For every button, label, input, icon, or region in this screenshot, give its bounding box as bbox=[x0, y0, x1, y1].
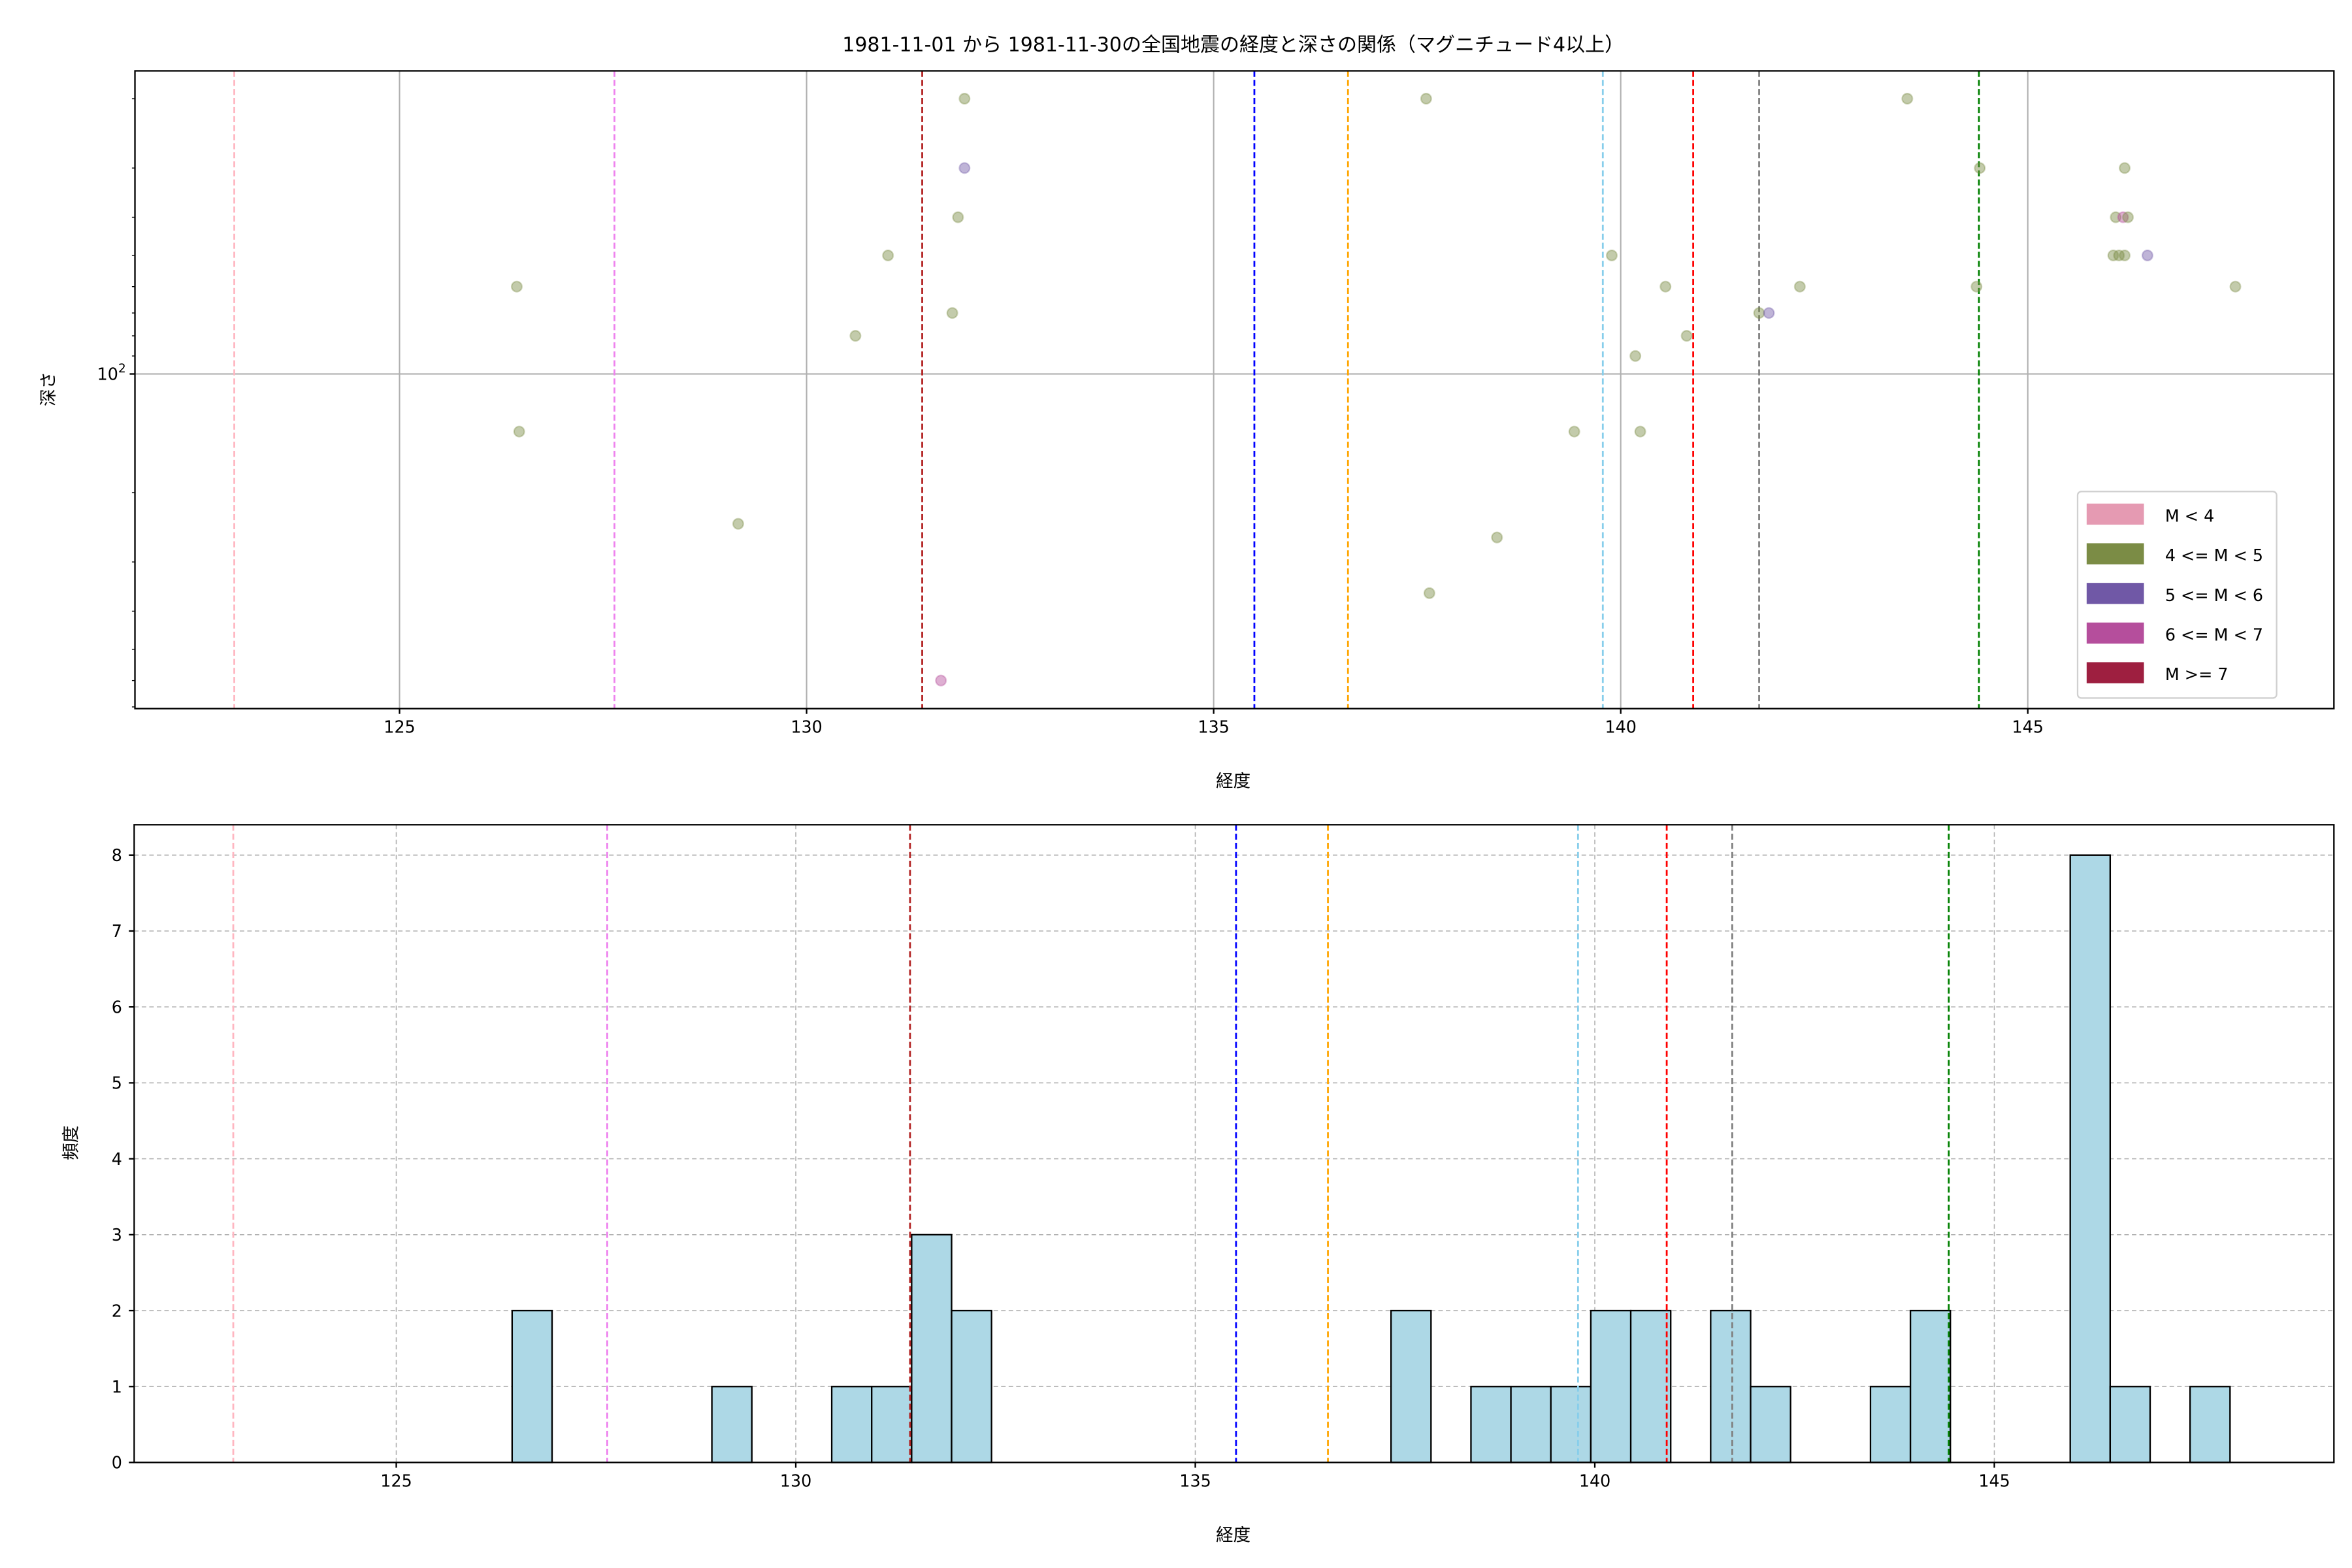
data-point bbox=[2119, 162, 2131, 174]
histogram-bar bbox=[1909, 1309, 1952, 1463]
chart-title: 1981-11-01 から 1981-11-30の全国地震の経度と深さの関係（マ… bbox=[842, 33, 1624, 56]
legend-label: M < 4 bbox=[2165, 506, 2214, 525]
data-point bbox=[2119, 249, 2131, 261]
data-point bbox=[2113, 249, 2125, 261]
data-point bbox=[1793, 280, 1806, 293]
y-tick-label: 7 bbox=[112, 921, 122, 941]
x-tick-label: 140 bbox=[1605, 717, 1636, 737]
data-point bbox=[882, 249, 894, 261]
data-point bbox=[1423, 587, 1435, 599]
legend-box bbox=[2076, 491, 2278, 699]
top-y-axis-label: 深さ bbox=[39, 372, 59, 406]
histogram-bar bbox=[2069, 854, 2112, 1463]
data-point bbox=[1763, 307, 1775, 319]
data-point bbox=[1568, 425, 1580, 438]
data-point bbox=[732, 517, 744, 530]
histogram-bar bbox=[911, 1233, 953, 1463]
histogram-bar bbox=[1550, 1386, 1592, 1463]
histogram-bar bbox=[1750, 1386, 1791, 1463]
legend-label: M >= 7 bbox=[2165, 664, 2229, 684]
data-point bbox=[1901, 93, 1914, 105]
data-point bbox=[1974, 162, 1986, 174]
histogram-bar bbox=[1590, 1309, 1632, 1463]
legend-swatch bbox=[2086, 622, 2144, 644]
x-tick-label: 130 bbox=[791, 717, 822, 737]
histogram-bar bbox=[1470, 1386, 1512, 1463]
data-point bbox=[2122, 211, 2134, 223]
y-tick-label: 0 bbox=[112, 1453, 122, 1473]
data-point bbox=[952, 211, 964, 223]
data-point bbox=[958, 93, 971, 105]
data-point bbox=[1605, 249, 1618, 261]
data-point bbox=[1634, 425, 1646, 438]
legend-label: 5 <= M < 6 bbox=[2165, 585, 2263, 605]
legend-swatch bbox=[2086, 503, 2144, 525]
y-tick-label: 6 bbox=[112, 997, 122, 1017]
bottom-x-axis-label: 経度 bbox=[1216, 1525, 1250, 1545]
data-point bbox=[958, 162, 971, 174]
y-tick-label: 2 bbox=[112, 1301, 122, 1320]
data-point bbox=[1420, 93, 1432, 105]
bottom-y-axis-label: 頻度 bbox=[61, 1126, 82, 1160]
data-point bbox=[2117, 211, 2129, 223]
histogram-bar bbox=[1710, 1309, 1752, 1463]
x-tick-label: 135 bbox=[1198, 717, 1229, 737]
histogram-bar bbox=[2189, 1386, 2231, 1463]
x-tick-label: 135 bbox=[1179, 1471, 1211, 1490]
data-point bbox=[2229, 280, 2242, 293]
data-point bbox=[2110, 211, 2122, 223]
x-tick-label: 140 bbox=[1579, 1471, 1610, 1490]
histogram-bar bbox=[1510, 1386, 1552, 1463]
data-point bbox=[2141, 249, 2153, 261]
data-point bbox=[1753, 307, 1765, 319]
histogram-bar bbox=[1869, 1386, 1912, 1463]
plot-frame bbox=[133, 824, 2335, 1463]
y-tick-label: 3 bbox=[112, 1225, 122, 1245]
y-tick-label: 4 bbox=[112, 1149, 122, 1169]
x-tick-label: 125 bbox=[384, 717, 415, 737]
y-tick-label: 102 bbox=[97, 362, 126, 384]
x-tick-label: 125 bbox=[380, 1471, 412, 1490]
histogram-bar bbox=[711, 1386, 753, 1463]
data-point bbox=[1680, 330, 1693, 342]
histogram-bar bbox=[1390, 1309, 1432, 1463]
data-point bbox=[1970, 280, 1983, 293]
data-point bbox=[1491, 531, 1503, 544]
y-tick-label: 5 bbox=[112, 1073, 122, 1093]
legend-swatch bbox=[2086, 662, 2144, 683]
data-point bbox=[946, 307, 958, 319]
data-point bbox=[513, 425, 525, 438]
histogram-axes: 125 130 135 140 145 0 1 2 3 4 5 6 7 8 bbox=[112, 824, 2335, 1490]
legend-swatch bbox=[2086, 543, 2144, 564]
x-tick-label: 145 bbox=[1978, 1471, 2010, 1490]
histogram-bar bbox=[1629, 1309, 1672, 1463]
histogram-bar bbox=[2109, 1386, 2151, 1463]
x-tick-label: 130 bbox=[780, 1471, 811, 1490]
y-tick-label: 1 bbox=[112, 1377, 122, 1396]
histogram-bar bbox=[511, 1309, 553, 1463]
histogram-bar bbox=[830, 1386, 873, 1463]
top-x-axis-label: 経度 bbox=[1216, 772, 1250, 792]
data-point bbox=[1659, 280, 1672, 293]
y-tick-label: 8 bbox=[112, 845, 122, 865]
data-point bbox=[1629, 350, 1642, 362]
histogram-bar bbox=[871, 1386, 913, 1463]
legend-swatch bbox=[2086, 583, 2144, 604]
data-point bbox=[510, 280, 523, 293]
legend-label: 6 <= M < 7 bbox=[2165, 625, 2263, 645]
data-point bbox=[935, 674, 947, 687]
histogram-bar bbox=[951, 1309, 992, 1463]
data-point bbox=[2107, 249, 2119, 261]
plot-frame bbox=[134, 70, 2335, 710]
x-tick-label: 145 bbox=[2012, 717, 2044, 737]
legend-label: 4 <= M < 5 bbox=[2165, 546, 2263, 565]
scatter-axes: 125 130 135 140 145 102 M < 4 4 <= M < 5 5 <= M … bbox=[97, 70, 2335, 737]
data-point bbox=[849, 330, 862, 342]
